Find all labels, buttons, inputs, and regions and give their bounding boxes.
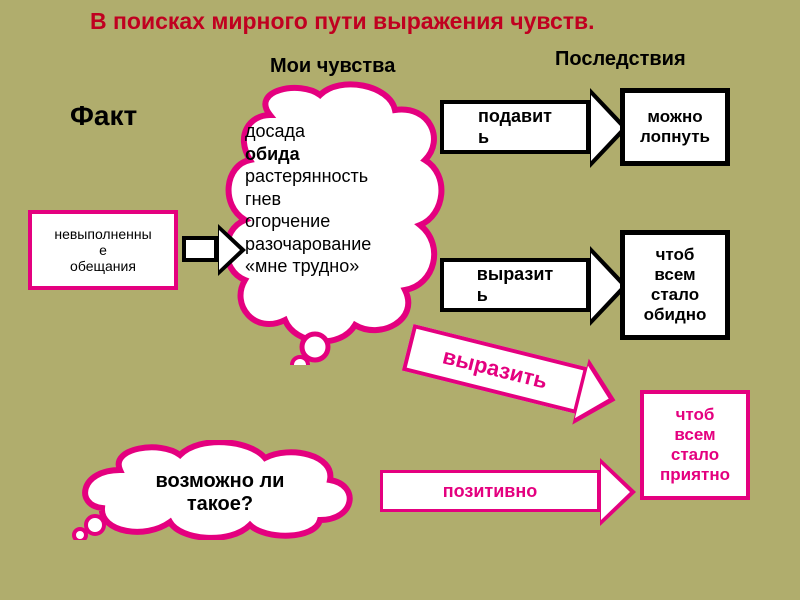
fact-box: невыполненныеобещания	[28, 210, 178, 290]
feeling-item: обида	[245, 143, 435, 166]
feeling-item: разочарование	[245, 233, 435, 256]
arrow-fact-to-feelings	[182, 236, 218, 262]
feelings-list: досадаобидарастерянностьгневогорчениераз…	[245, 120, 435, 278]
consequences-label: Последствия	[555, 48, 686, 71]
feeling-item: «мне трудно»	[245, 255, 435, 278]
feeling-item: огорчение	[245, 210, 435, 233]
feeling-item: растерянность	[245, 165, 435, 188]
outcome-express-good-box: чтобвсемсталоприятно	[640, 390, 750, 500]
outcome-suppress-box: можнолопнуть	[620, 88, 730, 166]
arrow-positive-head	[600, 458, 636, 526]
arrow-positive: позитивно	[380, 470, 600, 512]
arrow-suppress: подавить	[440, 100, 590, 154]
arrow-express-pink: выразить	[402, 324, 588, 414]
arrow-fact-head	[218, 224, 246, 276]
page-title: В поисках мирного пути выражения чувств.	[90, 8, 595, 35]
arrow-express: выразить	[440, 258, 590, 312]
fact-label: Факт	[70, 100, 137, 132]
feeling-item: гнев	[245, 188, 435, 211]
feeling-item: досада	[245, 120, 435, 143]
outcome-express-bad-box: чтобвсемсталообидно	[620, 230, 730, 340]
question-text: возможно литакое?	[120, 470, 320, 516]
